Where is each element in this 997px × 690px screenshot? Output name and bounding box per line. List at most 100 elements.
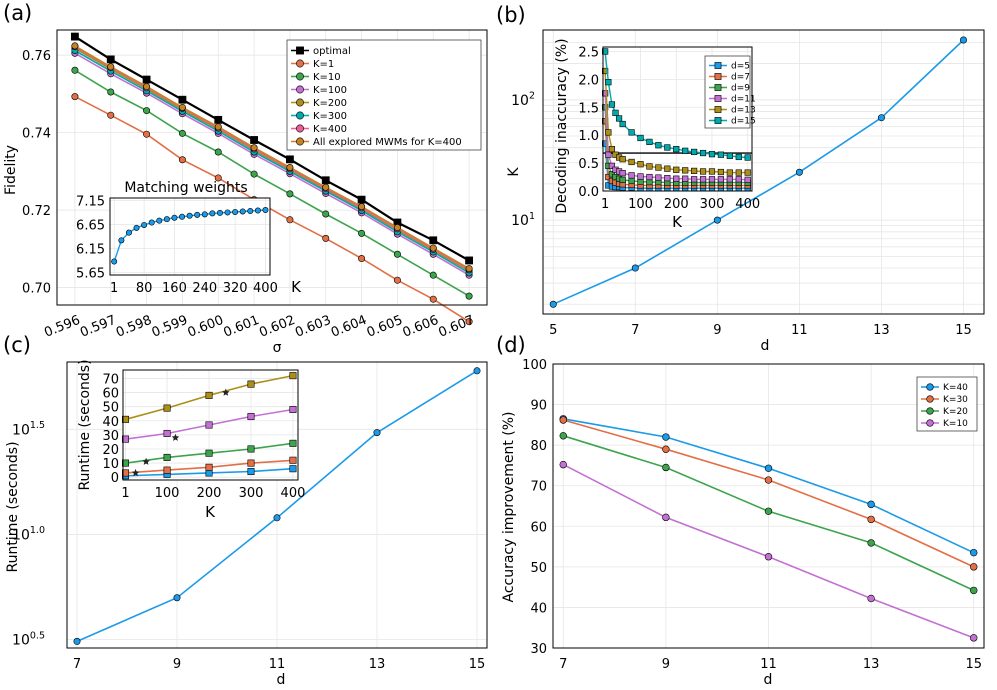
inset-b-series-3-point xyxy=(673,175,680,182)
inset-b-series-4-point xyxy=(726,169,733,176)
legend-label: K=200 xyxy=(313,98,347,109)
inset-y-tick-label: 1.5 xyxy=(578,101,599,116)
inset-b-series-4-point xyxy=(646,163,653,170)
legend-marker xyxy=(296,46,304,55)
plot-frame-c xyxy=(66,361,488,649)
legend-label: K=10 xyxy=(943,419,968,429)
inset-y-tick-label: 2.5 xyxy=(578,45,599,60)
inset-y-label: Decoding inaccuracy (%) xyxy=(554,38,570,213)
legend-label: K=300 xyxy=(313,111,347,122)
series-d-1-point xyxy=(764,476,773,484)
series-a-0-point xyxy=(357,195,366,204)
series-a-1-point xyxy=(393,276,401,284)
legend-label: d=15 xyxy=(731,117,756,127)
inset-x-tick-label: 100 xyxy=(155,486,180,501)
x-tick-label: 0.599 xyxy=(150,313,190,341)
legend-marker xyxy=(296,137,304,146)
series-a-1-line xyxy=(74,95,470,323)
inset-c-series-4-point xyxy=(205,391,213,399)
plot-frame-a xyxy=(56,29,488,306)
series-b-point xyxy=(877,114,885,122)
series-d-3-point xyxy=(764,553,773,561)
legend-label: d=7 xyxy=(731,73,750,83)
inset-b-series-4-point xyxy=(691,167,698,175)
inset-b-series-5-point xyxy=(691,148,698,156)
y-tick-label: 40 xyxy=(530,601,547,616)
inset-b-series-3-point xyxy=(717,176,725,183)
inset-c-series-4-point xyxy=(247,380,255,388)
series-d-2-point xyxy=(764,507,773,515)
x-tick-label: 0.600 xyxy=(186,313,226,341)
series-b-line xyxy=(552,39,965,305)
inset-c-series-2-point xyxy=(247,445,255,453)
legend-b-box xyxy=(704,55,751,129)
series-d-1-point xyxy=(867,515,875,524)
inset-b-series-4-point xyxy=(655,164,662,171)
y-tick-label: 100.5 xyxy=(12,630,45,648)
inset-a-series-point xyxy=(118,237,125,244)
inset-x-tick-label: 1 xyxy=(601,197,609,212)
inset-star xyxy=(142,457,150,465)
inset-a-series-point xyxy=(247,207,254,214)
inset-y-tick-label: 10 xyxy=(102,457,119,472)
legend-a-box xyxy=(286,39,482,151)
inset-c-series-1-point xyxy=(289,456,297,464)
inset-c-series-3-point xyxy=(247,413,255,421)
series-a-1-point xyxy=(429,295,437,303)
series-b-point xyxy=(631,264,639,272)
inset-c-series-4-point xyxy=(289,372,297,380)
inset-x-label: K xyxy=(291,278,302,296)
inset-c-series-0-point xyxy=(247,468,255,476)
inset-y-tick-label: 5.65 xyxy=(76,267,105,282)
inset-a-series-point xyxy=(186,212,193,219)
inset-b-series-4-point xyxy=(717,168,725,176)
inset-b-series-2-point xyxy=(628,177,635,185)
series-a-0-point xyxy=(178,95,187,104)
series-d-0-point xyxy=(867,500,875,509)
inset-y-tick-label: 30 xyxy=(102,429,119,444)
plot-frame-b xyxy=(542,29,985,315)
inset-a-series-point xyxy=(201,211,208,218)
inset-b-series-5-point xyxy=(726,152,733,159)
inset-c-series-1-point xyxy=(163,466,171,474)
x-tick-label: 0.607 xyxy=(436,313,476,341)
y-axis-label: Runtime (seconds) xyxy=(5,441,21,572)
panel-label: (c) xyxy=(3,333,31,357)
series-a-1-point xyxy=(178,156,186,164)
inset-y-tick-label: 6.65 xyxy=(76,218,105,233)
series-a-2-point xyxy=(358,229,366,237)
inset-x-tick-label: 400 xyxy=(281,486,306,501)
x-tick-label: 0.605 xyxy=(365,313,405,341)
inset-b-series-5-point xyxy=(612,109,619,116)
inset-b-series-4-point xyxy=(708,168,716,175)
series-a-6-line xyxy=(74,46,470,271)
series-a-7-point xyxy=(429,244,437,252)
inset-b-series-4-point xyxy=(699,168,707,175)
series-a-7-point xyxy=(358,203,366,211)
series-a-2-point xyxy=(465,292,473,300)
inset-b-series-5-point xyxy=(628,129,635,136)
inset-y-tick-label: 60 xyxy=(102,387,119,402)
inset-b-series-3-point xyxy=(637,173,644,180)
series-c-point xyxy=(173,594,181,602)
inset-b-series-4-point xyxy=(637,161,644,168)
inset-c-series-1-point xyxy=(247,459,255,467)
series-a-0-point xyxy=(142,75,151,84)
inset-b-series-5-point xyxy=(646,138,653,145)
y-axis-label: Fidelity xyxy=(3,145,19,195)
series-a-1-point xyxy=(214,174,222,182)
inset-y-tick-label: 20 xyxy=(102,443,119,458)
y-tick-label: 101.0 xyxy=(12,525,45,543)
x-tick-label: 0.601 xyxy=(221,313,261,341)
panel-label: (b) xyxy=(496,3,526,27)
series-a-2-point xyxy=(107,88,115,96)
series-d-2-point xyxy=(559,432,567,440)
x-tick-label: 13 xyxy=(369,657,386,672)
legend-marker xyxy=(714,106,722,113)
legend-marker xyxy=(926,395,934,403)
inset-y-tick-label: 0.0 xyxy=(578,185,599,200)
inset-c-series-1-point xyxy=(205,463,213,471)
legend-marker xyxy=(714,84,722,91)
y-tick-label: 80 xyxy=(530,439,547,454)
inset-b-series-5-point xyxy=(708,151,716,158)
